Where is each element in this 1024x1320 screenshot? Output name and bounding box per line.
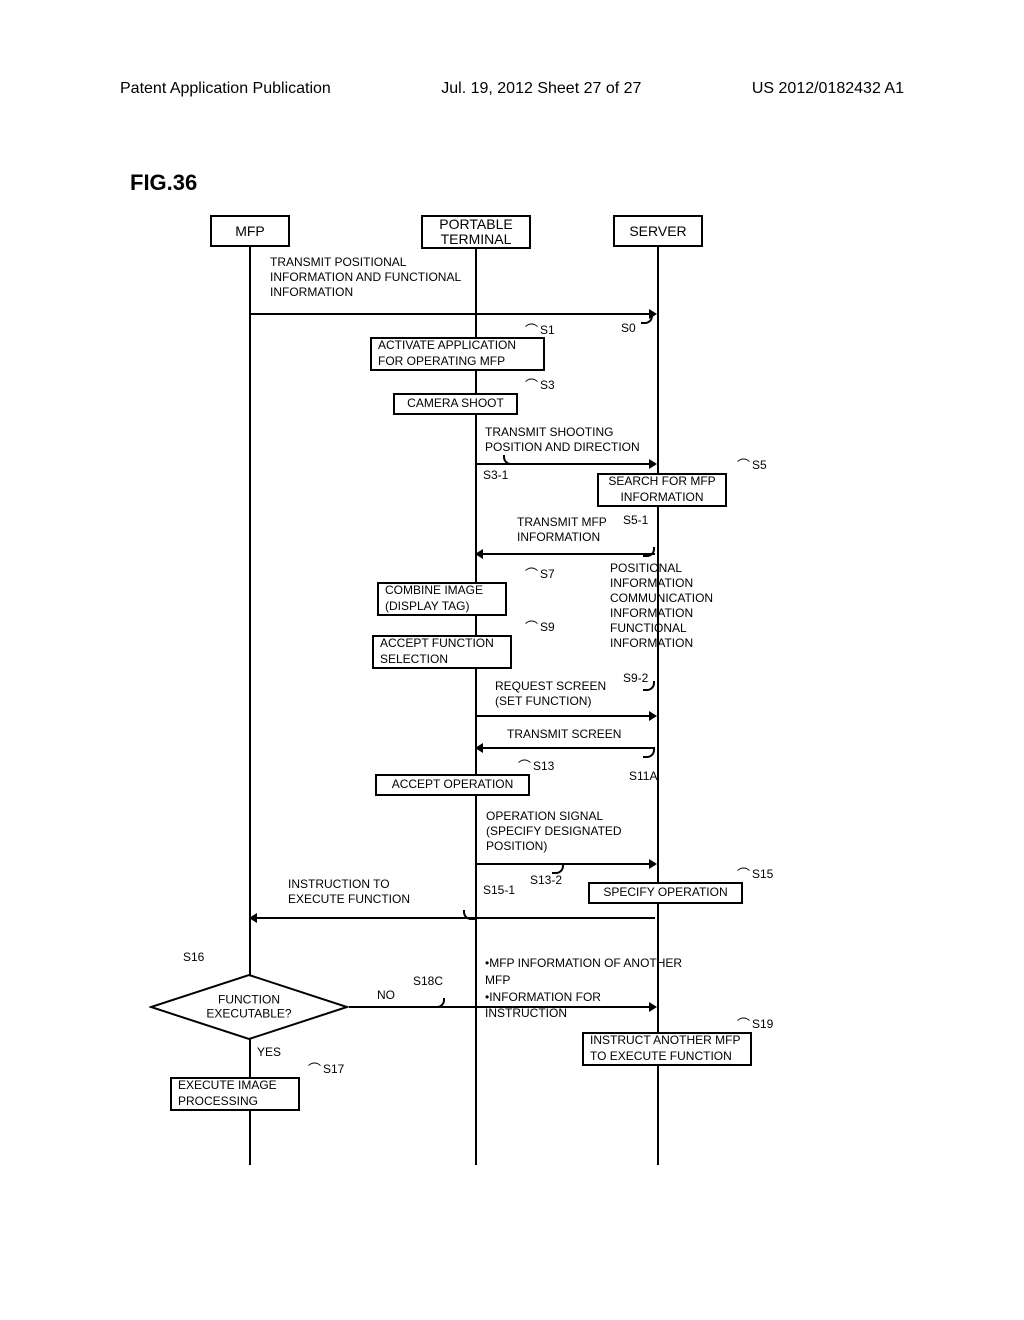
lane-mfp: MFP (210, 215, 290, 247)
arrow-s0 (251, 313, 655, 315)
step-s13: S13 (533, 759, 554, 773)
sequence-diagram: MFP PORTABLE TERMINAL SERVER TRANSMIT PO… (125, 215, 885, 1165)
box-search-mfp: SEARCH FOR MFP INFORMATION (597, 473, 727, 507)
s3-curve: ⌒ (525, 378, 538, 394)
box-exec-img: EXECUTE IMAGE PROCESSING (170, 1077, 300, 1111)
arrow-s15-1 (251, 917, 655, 919)
lifeline-terminal (475, 249, 477, 1165)
s19-curve: ⌒ (737, 1017, 750, 1033)
figure-label: FIG.36 (130, 170, 197, 196)
step-s0: S0 (621, 321, 636, 335)
lifeline-server (657, 247, 659, 1165)
step-s1: S1 (540, 323, 555, 337)
step-s7: S7 (540, 567, 555, 581)
lane-server: SERVER (613, 215, 703, 247)
step-s16: S16 (183, 950, 204, 964)
diamond-fn-exec: FUNCTION EXECUTABLE? (149, 973, 349, 1041)
box-specify-op: SPECIFY OPERATION (588, 882, 743, 904)
step-s11a: S11A (629, 769, 657, 783)
step-s18c: S18C (413, 974, 443, 988)
msg-op-signal: OPERATION SIGNAL (SPECIFY DESIGNATED POS… (486, 809, 646, 854)
tick-s11a (643, 748, 655, 758)
tick-s9-2 (643, 681, 655, 691)
arrow-s13-2 (477, 863, 655, 865)
arrow-s3-1 (477, 463, 655, 465)
msg-transmit-shoot: TRANSMIT SHOOTING POSITION AND DIRECTION (485, 425, 650, 455)
step-s5-1: S5-1 (623, 513, 648, 527)
msg-instruct-exec: INSTRUCTION TO EXECUTE FUNCTION (288, 877, 428, 907)
arrow-s9-2 (477, 715, 655, 717)
msg-transmit-positional: TRANSMIT POSITIONAL INFORMATION AND FUNC… (270, 255, 480, 300)
label-no: NO (377, 988, 395, 1002)
lane-terminal: PORTABLE TERMINAL (421, 215, 531, 249)
s17-curve: ⌒ (308, 1062, 321, 1078)
arrow-s11a (477, 747, 655, 749)
step-s5: S5 (752, 458, 767, 472)
step-s9: S9 (540, 620, 555, 634)
box-instruct-another: INSTRUCT ANOTHER MFP TO EXECUTE FUNCTION (582, 1032, 752, 1066)
step-s13-2: S13-2 (530, 873, 562, 887)
bullet2: •INFORMATION FOR INSTRUCTION (485, 989, 685, 1023)
header-right: US 2012/0182432 A1 (752, 80, 904, 98)
header-left: Patent Application Publication (120, 80, 331, 98)
arrow-s5-1 (477, 553, 655, 555)
tick-s5-1 (643, 547, 655, 557)
box-accept-op: ACCEPT OPERATION (375, 774, 530, 796)
s15-curve: ⌒ (737, 867, 750, 883)
diamond-text: FUNCTION EXECUTABLE? (199, 993, 299, 1022)
s13-curve: ⌒ (518, 759, 531, 775)
step-s3-1: S3-1 (483, 468, 508, 482)
step-s17: S17 (323, 1062, 344, 1076)
tick-s0 (641, 314, 653, 324)
step-s15-1: S15-1 (483, 883, 515, 897)
msg-transmit-mfp: TRANSMIT MFP INFORMATION (517, 515, 627, 545)
tick-s13-2 (552, 864, 564, 874)
box-camera-shoot: CAMERA SHOOT (393, 393, 518, 415)
info-lines: POSITIONAL INFORMATION COMMUNICATION INF… (610, 561, 720, 651)
s5-curve: ⌒ (737, 458, 750, 474)
label-yes: YES (257, 1045, 281, 1059)
s7-curve: ⌒ (525, 567, 538, 583)
s9-curve: ⌒ (525, 620, 538, 636)
msg-transmit-screen: TRANSMIT SCREEN (507, 727, 621, 742)
step-s19: S19 (752, 1017, 773, 1031)
header-center: Jul. 19, 2012 Sheet 27 of 27 (441, 80, 641, 98)
box-combine: COMBINE IMAGE (DISPLAY TAG) (377, 582, 507, 616)
step-s15: S15 (752, 867, 773, 881)
box-activate-app: ACTIVATE APPLICATION FOR OPERATING MFP (370, 337, 545, 371)
msg-request-screen: REQUEST SCREEN (SET FUNCTION) (495, 679, 625, 709)
bullet-text: •MFP INFORMATION OF ANOTHER MFP •INFORMA… (485, 955, 685, 1022)
step-s3: S3 (540, 378, 555, 392)
box-accept-fn: ACCEPT FUNCTION SELECTION (372, 635, 512, 669)
bullet1: •MFP INFORMATION OF ANOTHER MFP (485, 955, 685, 989)
